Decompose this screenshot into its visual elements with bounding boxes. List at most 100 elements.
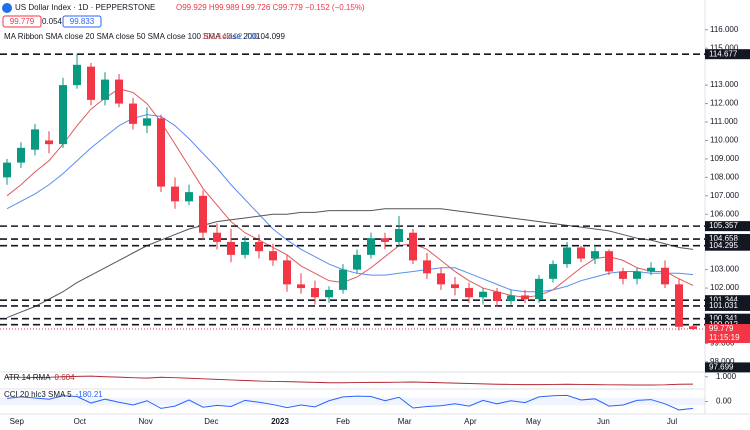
candle-body	[339, 269, 347, 290]
x-tick-label: Apr	[464, 417, 477, 426]
level-label-bg	[705, 295, 750, 306]
candle-body	[353, 254, 361, 270]
candle-body	[437, 273, 445, 285]
level-label: 101.031	[709, 301, 738, 310]
y-tick-label: 115.000	[710, 43, 739, 52]
level-label: 100.341	[709, 314, 738, 323]
level-label: 104.295	[709, 241, 738, 250]
level-label-bg	[705, 49, 750, 60]
candle-body	[493, 291, 501, 301]
low-marker-label-bg	[705, 362, 750, 373]
candle-body	[619, 271, 627, 279]
level-label-bg	[705, 313, 750, 324]
indicator-line	[6, 375, 694, 386]
candle-body	[311, 288, 319, 298]
candle-body	[535, 278, 543, 300]
candle-body	[129, 103, 137, 124]
y-tick-label: 112.000	[710, 99, 739, 108]
indicator-title: ATR 14 RMA	[4, 373, 51, 382]
candle-body	[577, 247, 585, 259]
y-tick-label: 110.000	[710, 136, 739, 145]
candle-body	[31, 129, 39, 150]
x-tick-label: Jul	[667, 417, 677, 426]
x-tick-label: Dec	[204, 417, 218, 426]
candle-body	[591, 251, 599, 259]
candle-body	[185, 192, 193, 202]
candle-body	[283, 260, 291, 285]
candle-body	[171, 186, 179, 202]
y-tick-label: 108.000	[710, 172, 739, 181]
candle-body	[465, 288, 473, 298]
x-tick-label: Sep	[10, 417, 25, 426]
candle-body	[17, 147, 25, 163]
level-label: 114.677	[709, 49, 738, 58]
y-tick-label: 111.000	[710, 117, 738, 126]
ma-value: 102.140	[202, 32, 231, 41]
y-tick-label: 113.000	[710, 80, 739, 89]
candle-body	[3, 162, 11, 178]
level-label: 104.658	[709, 234, 738, 243]
indicator-line	[6, 394, 694, 411]
x-tick-label: 2023	[271, 417, 289, 426]
candle-body	[521, 295, 529, 300]
candle-body	[549, 264, 557, 279]
x-tick-label: Feb	[336, 417, 350, 426]
ma-ribbon: MA Ribbon SMA close 20 SMA close 50 SMA …	[4, 32, 257, 41]
buy-box[interactable]	[62, 15, 102, 28]
symbol-icon	[2, 3, 12, 13]
candle-body	[605, 251, 613, 272]
ma-line	[6, 114, 694, 293]
level-label: 101.344	[709, 295, 738, 304]
candle-body	[367, 238, 375, 255]
y-tick-label: 1.000	[716, 372, 737, 381]
cci-band	[0, 397, 705, 406]
candle-body	[255, 241, 263, 252]
current-price-label-bg	[705, 324, 750, 344]
x-tick-label: Mar	[398, 417, 412, 426]
candle-body	[479, 291, 487, 298]
candle-body	[199, 195, 207, 233]
low-marker-label: 97.699	[709, 363, 734, 372]
level-label-bg	[705, 234, 750, 245]
y-tick-label: 106.000	[710, 209, 739, 218]
candle-body	[563, 247, 571, 265]
candle-body	[689, 326, 697, 330]
x-tick-label: Nov	[138, 417, 152, 426]
ask[interactable]: 99.833	[70, 17, 95, 26]
candle-body	[633, 271, 641, 279]
candle-body	[269, 251, 277, 261]
countdown: 11:15:19	[709, 333, 740, 342]
candle-body	[507, 295, 515, 301]
candle-body	[59, 85, 67, 145]
candle-body	[157, 118, 165, 187]
candle-body	[241, 241, 249, 255]
x-tick-label: Jun	[597, 417, 610, 426]
current-price-label: 99.779	[709, 324, 734, 333]
ma-value: 104.099	[256, 32, 285, 41]
y-tick-label: 109.000	[710, 154, 739, 163]
candle-body	[409, 232, 417, 261]
candle-body	[115, 79, 123, 104]
y-tick-label: 116.000	[710, 25, 739, 34]
candle-body	[87, 66, 95, 100]
candle-body	[227, 241, 235, 255]
candle-body	[647, 267, 655, 272]
sell-box[interactable]	[2, 15, 42, 28]
candle-body	[45, 140, 53, 145]
indicator-value: -180.21	[76, 390, 104, 399]
y-tick-label: 98.000	[710, 357, 735, 366]
candle-body	[213, 232, 221, 242]
bid[interactable]: 99.779	[10, 17, 35, 26]
level-label: 105.357	[709, 221, 738, 230]
y-tick-label: 102.000	[710, 283, 739, 292]
x-tick-label: May	[526, 417, 541, 426]
candle-body	[675, 284, 683, 327]
level-label-bg	[705, 240, 750, 251]
candle-body	[451, 284, 459, 289]
symbol[interactable]: US Dollar Index · 1D · PEPPERSTONE	[15, 3, 155, 12]
y-tick-label: 0.00	[716, 397, 732, 406]
level-label-bg	[705, 221, 750, 232]
ma-value: 102.726	[229, 32, 258, 41]
